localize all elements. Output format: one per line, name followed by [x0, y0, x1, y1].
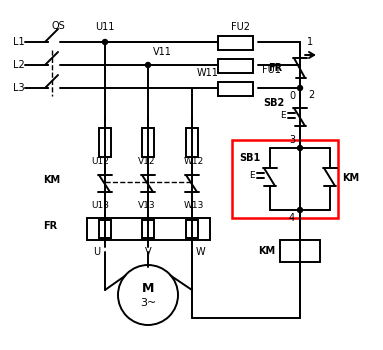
- Bar: [280, 240, 320, 262]
- Text: 3~: 3~: [140, 298, 156, 308]
- Text: SB2: SB2: [264, 98, 285, 108]
- Text: V12: V12: [138, 158, 155, 167]
- Text: W12: W12: [184, 158, 204, 167]
- Circle shape: [298, 146, 303, 150]
- Circle shape: [146, 63, 151, 68]
- Bar: [87, 218, 210, 240]
- Text: U11: U11: [95, 22, 115, 32]
- Bar: [218, 82, 253, 96]
- Text: FR: FR: [43, 221, 57, 231]
- Text: M: M: [142, 281, 154, 294]
- Text: QS: QS: [51, 21, 65, 31]
- Text: L3: L3: [13, 83, 25, 93]
- Bar: [186, 220, 198, 238]
- Circle shape: [298, 85, 303, 91]
- Text: FU1: FU1: [262, 65, 280, 75]
- Text: SB1: SB1: [239, 153, 260, 163]
- Text: FR: FR: [268, 63, 282, 73]
- Bar: [99, 220, 111, 238]
- Bar: [218, 59, 253, 73]
- Text: KM: KM: [258, 246, 275, 256]
- Text: W13: W13: [184, 201, 205, 210]
- Text: KM: KM: [342, 173, 359, 183]
- Text: 3: 3: [289, 135, 295, 145]
- Text: E: E: [249, 172, 255, 181]
- Bar: [99, 128, 111, 157]
- Circle shape: [298, 208, 303, 212]
- Text: U: U: [93, 247, 101, 257]
- Bar: [186, 128, 198, 157]
- Text: W11: W11: [197, 68, 219, 78]
- Bar: [142, 220, 154, 238]
- Text: 4: 4: [289, 213, 295, 223]
- Bar: [142, 128, 154, 157]
- Text: V11: V11: [153, 47, 172, 57]
- Bar: [218, 36, 253, 50]
- Text: V13: V13: [138, 201, 155, 210]
- Text: L2: L2: [13, 60, 25, 70]
- Text: W: W: [195, 247, 205, 257]
- Text: U13: U13: [91, 201, 109, 210]
- Text: 0: 0: [289, 91, 295, 101]
- Circle shape: [103, 40, 108, 44]
- Text: V: V: [145, 247, 151, 257]
- Text: E: E: [280, 112, 286, 120]
- Text: FU2: FU2: [231, 22, 249, 32]
- Text: L1: L1: [13, 37, 25, 47]
- Text: 2: 2: [308, 90, 314, 100]
- Bar: [232, 140, 338, 218]
- Text: U12: U12: [91, 158, 109, 167]
- Text: 1: 1: [307, 37, 313, 47]
- Text: KM: KM: [43, 175, 60, 185]
